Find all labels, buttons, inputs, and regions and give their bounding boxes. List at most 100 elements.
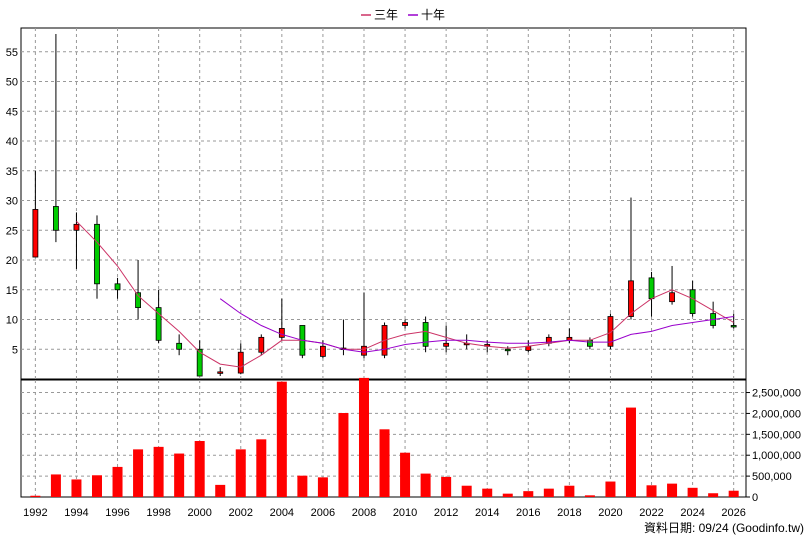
price-panel-frame — [20, 27, 747, 380]
price-panel: 5 10 15 20 25 30 35 40 45 50 55 — [6, 27, 747, 380]
price-tick-label: 5 — [12, 344, 18, 356]
volume-bar — [133, 449, 144, 497]
candle-body — [504, 348, 511, 352]
footer-note: 資料日期: 09/24 (Goodinfo.tw) — [644, 521, 804, 535]
volume-tick-label: 1,500,000 — [752, 429, 801, 441]
candle-body — [94, 223, 100, 285]
volume-tick-label: 1,000,000 — [752, 450, 801, 462]
candle-body — [689, 289, 696, 314]
volume-bar — [91, 475, 102, 497]
legend-ma3-label: 三年 — [374, 8, 398, 22]
volume-bar — [276, 381, 287, 497]
candle-body — [258, 336, 265, 353]
x-tick-label: 1998 — [146, 507, 170, 519]
x-tick-label: 1996 — [105, 507, 129, 519]
ma3-line — [76, 220, 734, 368]
candle-body — [278, 328, 285, 338]
candle-body — [422, 322, 429, 347]
x-tick-label: 2006 — [311, 507, 335, 519]
candle-body — [587, 339, 593, 347]
volume-bar — [646, 485, 657, 497]
volume-bar — [153, 446, 164, 497]
volume-tick-label: 0 — [752, 492, 758, 504]
volume-bar — [215, 484, 226, 497]
volume-bar — [400, 452, 411, 497]
volume-bar — [564, 485, 575, 497]
legend-ma10-label: 十年 — [421, 8, 445, 22]
candle-body — [135, 292, 141, 309]
candle-body — [32, 209, 39, 258]
candle-body — [730, 325, 737, 328]
volume-axis-ticks: 0 500,000 1,000,000 1,500,000 2,000,000 2,500… — [746, 388, 801, 504]
candle-body — [443, 342, 450, 347]
volume-bar — [71, 479, 82, 497]
x-tick-label: 2016 — [516, 507, 540, 519]
volume-bar — [482, 488, 493, 497]
volume-bar — [297, 475, 308, 497]
volume-tick-label: 500,000 — [752, 471, 792, 483]
price-tick-label: 20 — [6, 255, 18, 267]
x-tick-label: 2000 — [187, 507, 211, 519]
volume-bar — [461, 485, 472, 497]
x-axis-ticks: 1992 1994 1996 1998 2000 2002 2004 2006 2008 2010… — [23, 507, 746, 519]
volume-bar — [256, 439, 267, 497]
volume-bar — [625, 407, 636, 497]
price-tick-label: 25 — [6, 225, 18, 237]
volume-bar — [687, 487, 698, 497]
candle-body — [628, 280, 634, 317]
price-tick-label: 55 — [6, 47, 18, 59]
candle-body — [176, 342, 183, 350]
volume-bar — [379, 429, 390, 497]
volume-bar — [358, 377, 369, 497]
candle-body — [669, 292, 675, 303]
candle-body — [73, 223, 80, 231]
price-tick-label: 15 — [6, 285, 18, 297]
x-tick-label: 2002 — [229, 507, 253, 519]
price-tick-label: 30 — [6, 196, 18, 208]
legend: 三年 十年 — [361, 8, 445, 22]
volume-bar — [338, 413, 349, 497]
candles — [32, 33, 737, 377]
x-tick-label: 1994 — [64, 507, 88, 519]
x-tick-label: 2008 — [352, 507, 376, 519]
volume-tick-label: 2,000,000 — [752, 408, 801, 420]
volume-bar — [441, 476, 452, 497]
volume-tick-label: 2,500,000 — [752, 388, 801, 400]
x-tick-label: 2020 — [598, 507, 622, 519]
x-tick-label: 2010 — [393, 507, 417, 519]
x-tick-label: 2024 — [680, 507, 704, 519]
candle-body — [217, 371, 224, 374]
x-tick-label: 2022 — [639, 507, 663, 519]
volume-bar — [317, 477, 328, 497]
volume-bar — [30, 495, 41, 497]
volume-bar — [174, 453, 185, 497]
candle-body — [53, 206, 59, 231]
price-tick-label: 45 — [6, 106, 18, 118]
volume-bar — [708, 493, 719, 497]
price-tick-label: 35 — [6, 166, 18, 178]
volume-bar — [50, 474, 61, 497]
volume-bar — [605, 481, 616, 497]
volume-bar — [543, 488, 554, 497]
candle-body — [361, 345, 367, 356]
x-tick-label: 2014 — [475, 507, 499, 519]
volume-bar — [235, 449, 246, 497]
volume-bar — [667, 483, 678, 497]
volume-bar — [420, 473, 431, 497]
volume-panel: 0 500,000 1,000,000 1,500,000 2,000,000 2,500… — [20, 377, 801, 504]
candle-body — [155, 307, 162, 341]
candle-body — [402, 322, 408, 326]
x-tick-label: 2004 — [270, 507, 294, 519]
volume-bar — [502, 493, 513, 497]
candle-body — [196, 348, 203, 377]
x-tick-label: 1992 — [23, 507, 47, 519]
volume-bar — [194, 441, 205, 497]
candle-body — [607, 316, 614, 347]
x-tick-label: 2026 — [721, 507, 745, 519]
candle-body — [320, 345, 326, 357]
volume-bars — [30, 377, 739, 497]
volume-bar — [523, 491, 534, 497]
ma10-line — [219, 298, 734, 353]
volume-bar — [112, 466, 123, 497]
candle-body — [237, 351, 244, 374]
